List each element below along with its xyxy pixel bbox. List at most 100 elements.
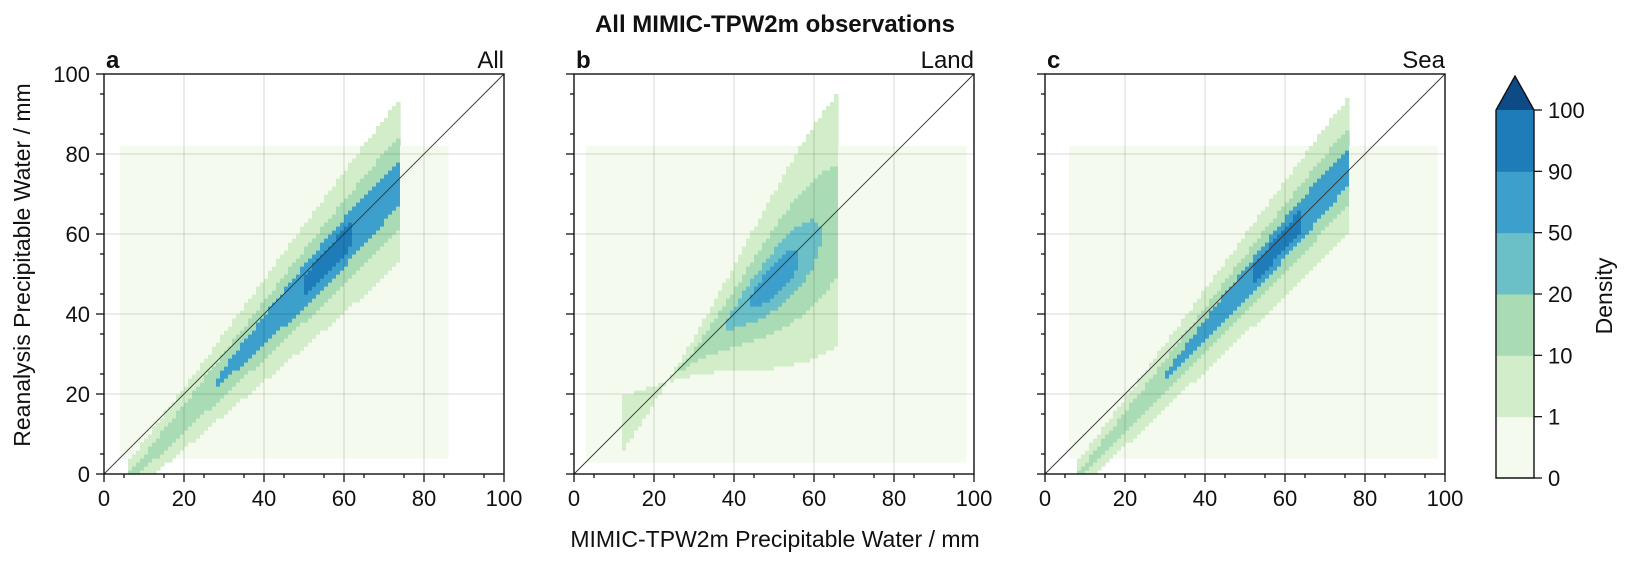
heatmap-cell-a (196, 234, 201, 239)
heatmap-cell-a (212, 230, 217, 235)
heatmap-cell-a (176, 206, 181, 211)
heatmap-cell-a (156, 326, 161, 331)
heatmap-cell-a (120, 166, 125, 171)
heatmap-cell-a (368, 310, 373, 315)
heatmap-cell-a (156, 378, 161, 383)
heatmap-cell-a (152, 394, 157, 399)
heatmap-cell-a (144, 426, 149, 431)
heatmap-cell-a (240, 202, 245, 207)
heatmap-cell-a (204, 314, 209, 319)
heatmap-cell-a (180, 370, 185, 375)
heatmap-cell-a (184, 306, 189, 311)
heatmap-cell-a (360, 378, 365, 383)
heatmap-cell-a (276, 266, 281, 271)
heatmap-cell-a (320, 146, 325, 151)
heatmap-cell-a (120, 154, 125, 159)
heatmap-cell-a (264, 214, 269, 219)
heatmap-cell-a (252, 366, 257, 371)
heatmap-cell-a (224, 382, 229, 387)
heatmap-cell-a (296, 198, 301, 203)
heatmap-cell-a (140, 370, 145, 375)
heatmap-cell-a (136, 198, 141, 203)
heatmap-cell-a (208, 218, 213, 223)
heatmap-cell-a (348, 194, 353, 199)
heatmap-cell-a (236, 410, 241, 415)
heatmap-cell-a (248, 402, 253, 407)
heatmap-cell-a (276, 338, 281, 343)
heatmap-cell-a (144, 314, 149, 319)
heatmap-cell-a (340, 162, 345, 167)
heatmap-cell-a (264, 238, 269, 243)
heatmap-cell-a (156, 234, 161, 239)
heatmap-cell-a (320, 246, 325, 251)
heatmap-cell-a (120, 334, 125, 339)
heatmap-cell-a (192, 162, 197, 167)
heatmap-cell-a (164, 442, 169, 447)
heatmap-cell-a (280, 146, 285, 151)
heatmap-cell-a (232, 454, 237, 459)
heatmap-cell-a (360, 306, 365, 311)
heatmap-cell-a (292, 290, 297, 295)
heatmap-cell-a (148, 466, 153, 471)
heatmap-cell-a (324, 234, 329, 239)
heatmap-cell-a (132, 458, 137, 463)
heatmap-cell-a (284, 246, 289, 251)
heatmap-cell-a (348, 222, 353, 227)
heatmap-cell-a (252, 454, 257, 459)
heatmap-cell-a (216, 226, 221, 231)
heatmap-cell-a (268, 258, 273, 263)
heatmap-cell-a (360, 150, 365, 155)
heatmap-cell-a (128, 422, 133, 427)
heatmap-cell-a (236, 250, 241, 255)
heatmap-cell-a (228, 202, 233, 207)
heatmap-cell-a (248, 406, 253, 411)
heatmap-cell-a (216, 302, 221, 307)
heatmap-cell-a (288, 334, 293, 339)
heatmap-cell-a (176, 246, 181, 251)
heatmap-cell-a (316, 182, 321, 187)
heatmap-cell-a (240, 394, 245, 399)
heatmap-cell-a (304, 146, 309, 151)
heatmap-cell-a (228, 302, 233, 307)
heatmap-cell-a (224, 198, 229, 203)
heatmap-cell-a (288, 258, 293, 263)
heatmap-cell-a (252, 226, 257, 231)
heatmap-cell-a (188, 170, 193, 175)
heatmap-cell-a (140, 226, 145, 231)
heatmap-cell-a (248, 298, 253, 303)
heatmap-cell-a (176, 330, 181, 335)
heatmap-cell-a (324, 370, 329, 375)
heatmap-cell-a (224, 390, 229, 395)
heatmap-cell-a (144, 446, 149, 451)
heatmap-cell-a (192, 430, 197, 435)
heatmap-cell-a (284, 398, 289, 403)
heatmap-cell-a (292, 374, 297, 379)
heatmap-cell-a (284, 226, 289, 231)
heatmap-cell-a (180, 210, 185, 215)
heatmap-cell-a (168, 342, 173, 347)
heatmap-cell-a (360, 446, 365, 451)
heatmap-cell-a (208, 202, 213, 207)
heatmap-cell-a (308, 186, 313, 191)
heatmap-cell-a (216, 202, 221, 207)
heatmap-cell-a (332, 262, 337, 267)
heatmap-cell-a (200, 218, 205, 223)
heatmap-cell-a (188, 450, 193, 455)
heatmap-cell-a (340, 334, 345, 339)
heatmap-cell-a (248, 258, 253, 263)
heatmap-cell-a (144, 382, 149, 387)
heatmap-cell-a (256, 290, 261, 295)
heatmap-cell-a (312, 146, 317, 151)
heatmap-cell-a (276, 346, 281, 351)
heatmap-cell-a (152, 426, 157, 431)
heatmap-cell-a (356, 222, 361, 227)
heatmap-cell-a (320, 334, 325, 339)
heatmap-cell-a (232, 366, 237, 371)
heatmap-cell-a (240, 286, 245, 291)
heatmap-cell-a (292, 382, 297, 387)
heatmap-cell-a (224, 418, 229, 423)
heatmap-cell-a (236, 398, 241, 403)
heatmap-cell-a (344, 174, 349, 179)
heatmap-cell-a (236, 326, 241, 331)
heatmap-cell-a (240, 206, 245, 211)
